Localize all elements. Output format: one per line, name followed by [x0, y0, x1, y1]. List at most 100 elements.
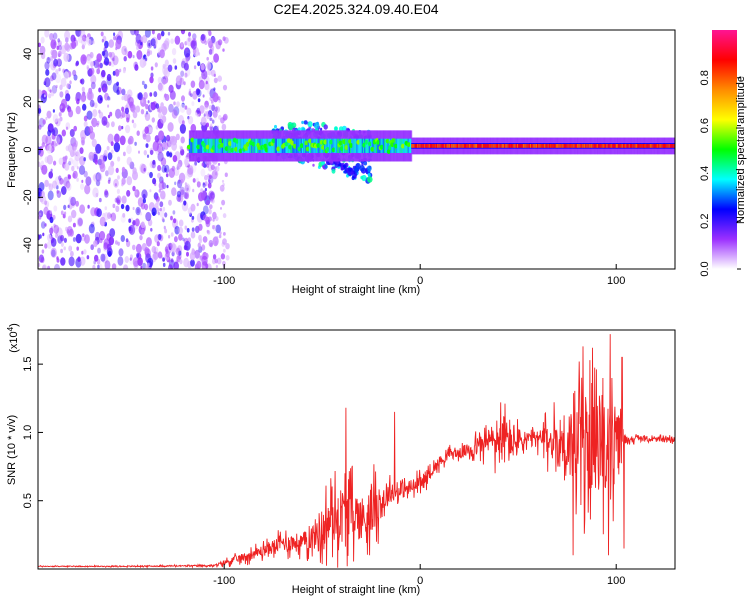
heatmap-cell — [51, 85, 58, 94]
heatmap-cell — [144, 113, 147, 118]
heatmap-cell — [47, 234, 52, 242]
heatmap-cell — [135, 33, 142, 44]
heatmap-cell — [103, 46, 107, 53]
heatmap-cell — [132, 122, 137, 129]
heatmap-cell — [440, 144, 443, 148]
heatmap-cell — [116, 188, 120, 194]
heatmap-cell — [267, 138, 270, 153]
heatmap-cell — [95, 179, 101, 187]
heatmap-y-ticks: -40 -20 0 20 40 — [22, 48, 43, 253]
heatmap-cell — [323, 124, 328, 130]
heatmap-cell — [170, 215, 173, 221]
heatmap-cell — [190, 80, 196, 88]
heatmap-cell — [344, 169, 348, 174]
heatmap-cell — [419, 144, 422, 148]
heatmap-cell — [225, 254, 230, 261]
heatmap-cell — [224, 146, 229, 152]
heatmap-cell — [393, 143, 398, 149]
heatmap-cell — [460, 144, 463, 148]
heatmap-cell — [135, 105, 141, 113]
heatmap-cell — [519, 144, 522, 148]
heatmap-cell — [158, 82, 165, 92]
x-tick-label: -100 — [213, 575, 235, 587]
heatmap-cell — [200, 168, 206, 177]
heatmap-cell — [95, 172, 102, 182]
heatmap-cell — [159, 49, 165, 59]
heatmap-cell — [557, 144, 560, 148]
heatmap-cell — [40, 160, 45, 166]
heatmap-cell — [647, 144, 650, 148]
heatmap-cell — [266, 138, 269, 153]
heatmap-cell — [180, 189, 185, 196]
heatmap-cell — [60, 105, 63, 109]
colorbar-gradient — [712, 30, 737, 269]
heatmap-cell — [173, 106, 180, 116]
heatmap-cell — [212, 194, 215, 199]
heatmap-cell — [216, 125, 220, 130]
heatmap-cell — [79, 30, 86, 39]
heatmap-cell — [297, 146, 302, 152]
heatmap-cell — [58, 67, 61, 72]
heatmap-cell — [665, 144, 668, 148]
heatmap-cell — [128, 226, 133, 234]
heatmap-cell — [79, 147, 84, 155]
heatmap-cell — [83, 121, 88, 128]
heatmap-cell — [162, 78, 167, 85]
heatmap-cell — [217, 39, 223, 46]
heatmap-cell — [142, 133, 147, 140]
heatmap-cell — [606, 144, 609, 148]
heatmap-cell — [92, 221, 95, 225]
heatmap-cell — [108, 236, 115, 246]
heatmap-cell — [210, 123, 213, 127]
heatmap-cell — [172, 155, 178, 163]
heatmap-cell — [492, 144, 495, 148]
heatmap-cell — [126, 144, 132, 155]
heatmap-cell — [56, 256, 59, 261]
heatmap-cell — [60, 248, 63, 254]
heatmap-cell — [222, 213, 227, 219]
heatmap-cell — [96, 68, 101, 75]
heatmap-panel: -100 0 100 -40 -20 0 20 40 Height of straight … — [6, 29, 676, 296]
heatmap-cell — [214, 138, 217, 153]
heatmap-cell — [122, 213, 126, 218]
heatmap-cell — [136, 93, 141, 100]
heatmap-cell — [334, 126, 338, 131]
heatmap-cell — [181, 58, 187, 66]
heatmap-cell — [653, 144, 656, 148]
heatmap-cell — [136, 45, 140, 51]
heatmap-cell — [658, 144, 661, 148]
heatmap-cell — [527, 144, 530, 148]
heatmap-cell — [187, 165, 194, 175]
heatmap-cell — [50, 91, 55, 97]
heatmap-cell — [367, 169, 371, 173]
heatmap-cell — [607, 144, 610, 148]
heatmap-cell — [132, 170, 138, 181]
heatmap-cell — [128, 96, 134, 107]
heatmap-cell — [169, 152, 173, 158]
heatmap-cell — [143, 83, 148, 90]
heatmap-cell — [73, 140, 78, 148]
heatmap-cell — [76, 217, 83, 227]
heatmap-cell — [52, 114, 59, 123]
heatmap-cell — [183, 62, 189, 71]
heatmap-cell — [103, 149, 108, 157]
heatmap-cell — [153, 91, 158, 98]
heatmap-cell — [117, 256, 124, 266]
heatmap-cell — [55, 233, 58, 238]
heatmap-cell — [498, 144, 501, 148]
heatmap-cell — [110, 212, 117, 222]
heatmap-cell — [434, 144, 437, 148]
heatmap-cell — [134, 218, 140, 227]
heatmap-cell — [591, 144, 594, 148]
heatmap-cell — [52, 127, 59, 137]
heatmap-cell — [118, 248, 124, 257]
heatmap-cell — [156, 200, 160, 205]
heatmap-cell — [112, 203, 116, 209]
heatmap-cell — [195, 177, 199, 183]
heatmap-cell — [43, 94, 46, 98]
heatmap-cell — [79, 204, 85, 214]
heatmap-cell — [114, 133, 120, 143]
heatmap-cell — [75, 30, 82, 37]
heatmap-cell — [334, 138, 337, 153]
heatmap-cell — [60, 257, 66, 266]
